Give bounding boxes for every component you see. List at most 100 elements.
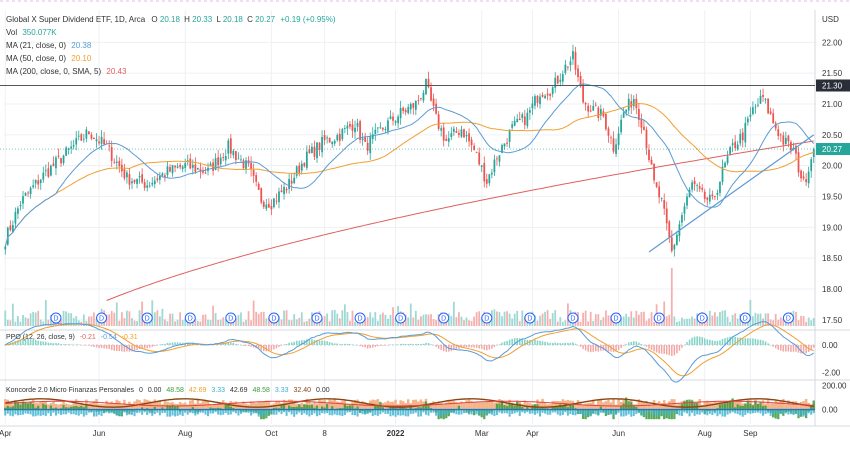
ppo-histogram-bar (646, 345, 648, 347)
volume-bar (217, 320, 219, 326)
candle-body (752, 107, 754, 114)
koncorde-green-bar (19, 405, 21, 410)
y-tick-label: 20.00 (822, 162, 843, 171)
volume-bar (461, 317, 463, 326)
dividend-marker-label: D (657, 316, 662, 323)
volume-bar (810, 320, 812, 326)
ppo-histogram-bar (177, 342, 179, 345)
candle-body (676, 235, 678, 245)
ppo-histogram-bar (777, 345, 779, 350)
candle-body (324, 135, 326, 140)
candle-body (514, 121, 516, 126)
volume-bar (608, 315, 610, 326)
ppo-histogram-bar (344, 344, 346, 345)
volume-bar (600, 320, 602, 326)
candle-body (760, 96, 762, 104)
candle-body (476, 152, 478, 153)
candle-body (20, 205, 22, 206)
level-price-label: 21.30 (822, 82, 843, 91)
close-value: 20.27 (255, 15, 276, 24)
candle-body (668, 222, 670, 238)
koncorde-cyan-bar (739, 410, 741, 416)
candle-body (564, 65, 566, 73)
koncorde-v0: 0 (139, 387, 143, 394)
koncorde-orange-bar (612, 399, 615, 409)
candle-body (529, 110, 531, 113)
candle-body (519, 119, 521, 120)
koncorde-green-bar (719, 404, 721, 409)
koncorde-orange-bar (194, 404, 197, 410)
koncorde-cyan-bar (55, 410, 57, 416)
volume-bar (347, 312, 349, 326)
candle-body (575, 52, 577, 70)
volume-bar (410, 304, 412, 326)
volume-bar (309, 319, 311, 326)
volume-bar (116, 302, 118, 326)
candle-body (800, 171, 802, 179)
ppo-histogram-bar (50, 343, 52, 345)
candle-body (374, 130, 376, 134)
volume-bar (757, 314, 759, 326)
candle-body (258, 184, 260, 190)
koncorde-cyan-bar (118, 410, 120, 416)
ppo-histogram-bar (630, 342, 632, 345)
candle-body (473, 146, 475, 150)
koncorde-cyan-bar (597, 410, 599, 416)
candle-body (217, 157, 219, 165)
volume-bar (800, 316, 802, 326)
ppo-histogram-bar (405, 344, 407, 345)
koncorde-cyan-bar (438, 410, 440, 417)
candle-body (42, 173, 44, 180)
ppo-histogram-bar (248, 345, 250, 346)
ppo-histogram-bar (212, 345, 214, 346)
koncorde-orange-bar (252, 402, 255, 410)
candle-body (547, 94, 549, 96)
volume-bar (463, 320, 465, 326)
koncorde-cyan-bar (805, 410, 807, 416)
volume-bar (557, 322, 559, 326)
koncorde-cyan-bar (440, 410, 442, 417)
volume-bar (673, 316, 675, 326)
volume-bar (501, 316, 503, 326)
volume-bar (689, 319, 691, 326)
candle-body (316, 143, 318, 159)
volume-bar (162, 309, 164, 326)
candle-body (595, 105, 597, 106)
candle-body (167, 166, 169, 175)
ppo-histogram-bar (707, 339, 709, 345)
ppo-histogram-bar (501, 343, 503, 345)
volume-bar (352, 311, 354, 326)
candle-body (772, 113, 774, 123)
candle-body (653, 164, 655, 181)
ppo-histogram-bar (200, 345, 202, 346)
ppo-histogram-bar (595, 345, 597, 351)
koncorde-cyan-bar (286, 410, 288, 416)
x-tick-label: Aug (698, 429, 712, 438)
candle-body (592, 106, 594, 111)
ppo-histogram-bar (362, 345, 364, 347)
ppo-histogram-bar (162, 344, 164, 345)
ppo-histogram-bar (233, 343, 235, 345)
koncorde-orange-bar (39, 402, 42, 410)
candle-body (719, 182, 721, 193)
volume-bar (7, 320, 9, 326)
koncorde-orange-bar (263, 401, 266, 409)
ppo-histogram-bar (484, 345, 486, 350)
koncorde-cyan-bar (37, 410, 39, 416)
dividend-marker-label: D (99, 316, 104, 323)
candle-body (780, 134, 782, 135)
ppo-histogram-bar (159, 345, 161, 346)
ppo-histogram-bar (478, 345, 480, 349)
volume-bar (549, 319, 551, 326)
candle-body (762, 95, 764, 97)
volume-bar (691, 316, 693, 326)
koncorde-cyan-bar (678, 410, 680, 416)
volume-bar (722, 311, 724, 326)
volume-bar (32, 312, 34, 326)
candle-body (732, 143, 734, 145)
candle-body (765, 99, 767, 100)
koncorde-cyan-bar (174, 410, 176, 417)
ppo-histogram-bar (43, 341, 45, 345)
candle-body (220, 158, 222, 165)
